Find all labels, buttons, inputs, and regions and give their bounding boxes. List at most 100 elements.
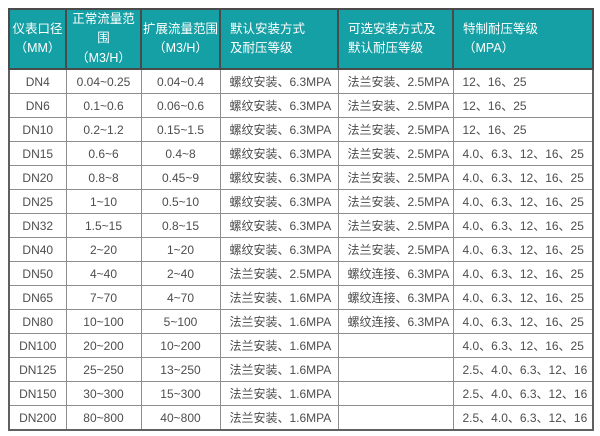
table-cell: 4.0、6.3、12、16、25 (452, 213, 594, 239)
header-row: 仪表口径 （MM） 正常流量范围 （M3/H） 扩展流量范围 （M3/H） 默认安装方式 及耐… (8, 7, 594, 71)
table-cell: 螺纹连接、6.3MPA (337, 285, 454, 311)
table-cell: 螺纹连接、6.3MPA (337, 309, 454, 335)
table-cell: DN40 (8, 237, 67, 263)
table-row: DN15 0.6~6 0.4~8 螺纹安装、6.3MPA 法兰安装、2.5MPA 4.0、… (8, 141, 594, 167)
header-label-line1: 正常流量范围 (72, 12, 135, 46)
table-cell: 0.8~8 (65, 165, 142, 191)
table-cell: 0.4~8 (140, 141, 221, 167)
table-cell: 法兰安装、2.5MPA (337, 93, 454, 119)
table-cell: 0.5~10 (140, 189, 221, 215)
table-cell (337, 333, 454, 359)
table-cell: 1.5~15 (65, 213, 142, 239)
table-cell: 10~100 (65, 309, 142, 335)
table-cell: DN15 (8, 141, 67, 167)
table-cell: 法兰安装、2.5MPA (337, 117, 454, 143)
table-cell: 螺纹安装、6.3MPA (219, 117, 339, 143)
table-cell: 0.15~1.5 (140, 117, 221, 143)
table-cell: DN20 (8, 165, 67, 191)
table-cell: DN80 (8, 309, 67, 335)
table-row: DN25 1~10 0.5~10 螺纹安装、6.3MPA 法兰安装、2.5MPA 4.0、… (8, 189, 594, 215)
table-cell: 4.0、6.3、12、16、25 (452, 165, 594, 191)
table-cell: 30~300 (65, 381, 142, 407)
table-cell: 0.1~0.6 (65, 93, 142, 119)
table-cell: 0.8~15 (140, 213, 221, 239)
table-cell: 法兰安装、2.5MPA (337, 68, 454, 95)
table-body: DN4 0.04~0.25 0.04~0.4 螺纹安装、6.3MPA 法兰安装、2.5M… (8, 68, 594, 431)
table-cell: 2.5、4.0、6.3、12、16 (452, 357, 594, 383)
table-row: DN65 7~70 4~70 法兰安装、1.6MPA 螺纹连接、6.3MPA 4.0、6.… (8, 285, 594, 311)
table-cell: 2.5、4.0、6.3、12、16 (452, 381, 594, 407)
header-label-line1: 可选安装方式及 (348, 21, 436, 36)
header-cell-5: 特制耐压等级 （MPA） (452, 7, 594, 71)
table-cell: 0.6~6 (65, 141, 142, 167)
table-row: DN125 25~250 13~250 法兰安装、1.6MPA 2.5、4.0、6.3、… (8, 357, 594, 383)
header-label-line2: 默认耐压等级 (348, 41, 424, 56)
table-cell: 4.0、6.3、12、16、25 (452, 285, 594, 311)
header-label-line2: （M3/H） (153, 41, 208, 56)
table-cell: 7~70 (65, 285, 142, 311)
table-cell: 12、16、25 (452, 117, 594, 143)
table-cell: DN50 (8, 261, 67, 287)
table-cell: 0.06~0.6 (140, 93, 221, 119)
table-cell: DN6 (8, 93, 67, 119)
table-row: DN100 20~200 10~200 法兰安装、1.6MPA 4.0、6.3、12、1… (8, 333, 594, 359)
table-cell: 25~250 (65, 357, 142, 383)
table-cell: 15~300 (140, 381, 221, 407)
table-cell: 4.0、6.3、12、16、25 (452, 261, 594, 287)
header-cell-0: 仪表口径 （MM） (8, 7, 67, 71)
table-cell: 12、16、25 (452, 93, 594, 119)
table-cell: 法兰安装、2.5MPA (337, 213, 454, 239)
table-cell: 4~70 (140, 285, 221, 311)
table-cell: 13~250 (140, 357, 221, 383)
table-row: DN10 0.2~1.2 0.15~1.5 螺纹安装、6.3MPA 法兰安装、2.5MP… (8, 117, 594, 143)
header-label-line2: （M3/H） (76, 50, 131, 65)
header-cell-2: 扩展流量范围 （M3/H） (140, 7, 221, 71)
table-cell (337, 357, 454, 383)
table-cell: DN10 (8, 117, 67, 143)
table-row: DN40 2~20 1~20 螺纹安装、6.3MPA 法兰安装、2.5MPA 4.0、6.… (8, 237, 594, 263)
table-cell: 螺纹安装、6.3MPA (219, 189, 339, 215)
table-cell: 螺纹连接、6.3MPA (337, 261, 454, 287)
header-label-line1: 默认安装方式 (230, 21, 306, 36)
table-cell: 法兰安装、1.6MPA (219, 381, 339, 407)
header-label-line1: 仪表口径 (12, 21, 63, 36)
table-cell: 2~40 (140, 261, 221, 287)
table-cell: 4.0、6.3、12、16、25 (452, 141, 594, 167)
header-label-line2: （MPA） (463, 41, 515, 56)
table-row: DN50 4~40 2~40 法兰安装、2.5MPA 螺纹连接、6.3MPA 4.0、6.… (8, 261, 594, 287)
table-cell: 2~20 (65, 237, 142, 263)
header-cell-3: 默认安装方式 及耐压等级 (219, 7, 339, 71)
table-cell: 4.0、6.3、12、16、25 (452, 237, 594, 263)
table-cell (337, 381, 454, 407)
header-label-line1: 特制耐压等级 (463, 21, 539, 36)
table-cell: 法兰安装、2.5MPA (337, 141, 454, 167)
table-row: DN80 10~100 5~100 法兰安装、1.6MPA 螺纹连接、6.3MPA 4.0… (8, 309, 594, 335)
table-cell: 法兰安装、1.6MPA (219, 357, 339, 383)
table-row: DN150 30~300 15~300 法兰安装、1.6MPA 2.5、4.0、6.3、… (8, 381, 594, 407)
table-row: DN32 1.5~15 0.8~15 螺纹安装、6.3MPA 法兰安装、2.5MPA 4.… (8, 213, 594, 239)
flowmeter-spec-table: 仪表口径 （MM） 正常流量范围 （M3/H） 扩展流量范围 （M3/H） 默认安装方式 及耐… (8, 7, 594, 432)
table-cell: 1~10 (65, 189, 142, 215)
table-cell: 1~20 (140, 237, 221, 263)
table-cell: DN150 (8, 381, 67, 407)
table-row: DN4 0.04~0.25 0.04~0.4 螺纹安装、6.3MPA 法兰安装、2.5M… (8, 68, 594, 95)
table-cell: 法兰安装、2.5MPA (337, 165, 454, 191)
header-label-line2: 及耐压等级 (230, 41, 293, 56)
table-row: DN6 0.1~0.6 0.06~0.6 螺纹安装、6.3MPA 法兰安装、2.5MPA… (8, 93, 594, 119)
table-cell: 4~40 (65, 261, 142, 287)
table-cell: 法兰安装、2.5MPA (219, 261, 339, 287)
table-cell: 法兰安装、2.5MPA (337, 237, 454, 263)
table-row: DN20 0.8~8 0.45~9 螺纹安装、6.3MPA 法兰安装、2.5MPA 4.0… (8, 165, 594, 191)
table-cell: 螺纹安装、6.3MPA (219, 165, 339, 191)
table-cell: 螺纹安装、6.3MPA (219, 141, 339, 167)
table-cell: 螺纹安装、6.3MPA (219, 213, 339, 239)
table-cell: 0.04~0.4 (140, 68, 221, 95)
header-label-line2: （MM） (14, 41, 61, 56)
table-cell: 螺纹安装、6.3MPA (219, 68, 339, 95)
table-cell: 法兰安装、1.6MPA (219, 309, 339, 335)
table-cell: 5~100 (140, 309, 221, 335)
table-cell: DN25 (8, 189, 67, 215)
header-label-line1: 扩展流量范围 (142, 21, 218, 36)
table-cell: 4.0、6.3、12、16、25 (452, 189, 594, 215)
